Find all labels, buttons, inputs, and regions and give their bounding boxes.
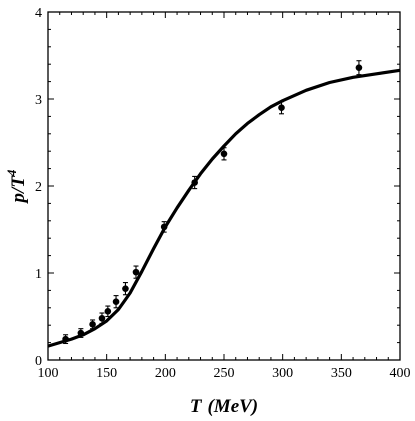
y-tick-label: 3 xyxy=(35,93,42,108)
data-point xyxy=(104,305,112,318)
data-point xyxy=(355,60,363,76)
data-point xyxy=(89,319,96,330)
y-tick-label: 2 xyxy=(35,180,42,195)
data-marker xyxy=(98,314,106,322)
y-tick-label: 4 xyxy=(35,6,42,21)
data-marker xyxy=(77,329,85,337)
data-point xyxy=(132,265,140,279)
y-tick-label: 1 xyxy=(35,267,42,282)
data-marker xyxy=(89,321,96,328)
fit-curve xyxy=(47,68,401,348)
data-marker xyxy=(132,268,140,276)
x-tick-label: 100 xyxy=(38,366,59,381)
plot-frame xyxy=(47,11,401,361)
x-axis-var: T xyxy=(190,396,203,417)
data-marker xyxy=(278,104,285,111)
axis-ticks xyxy=(47,11,401,361)
y-axis-base: p/T xyxy=(8,175,29,205)
data-point xyxy=(160,221,168,233)
data-point xyxy=(122,282,129,296)
data-point xyxy=(220,147,228,161)
data-points xyxy=(62,60,363,345)
x-tick-label: 400 xyxy=(390,366,411,381)
x-axis-label: T (MeV) xyxy=(190,396,258,417)
y-tick-label: 0 xyxy=(35,354,42,369)
data-point xyxy=(98,312,106,325)
x-axis-unit: (MeV) xyxy=(207,396,258,417)
x-tick-labels: 100 150 200 250 300 350 400 xyxy=(38,366,411,381)
y-tick-labels: 0 1 2 3 4 xyxy=(35,6,42,369)
data-marker xyxy=(62,335,69,343)
data-marker xyxy=(160,223,168,231)
data-point xyxy=(62,334,69,345)
data-marker xyxy=(104,307,112,315)
data-point xyxy=(278,101,285,115)
data-point xyxy=(112,295,120,309)
y-axis-exponent: 4 xyxy=(4,169,19,177)
data-marker xyxy=(355,64,363,71)
data-point xyxy=(77,328,85,338)
y-axis-label: p/T4 xyxy=(4,169,29,204)
data-marker xyxy=(220,150,228,158)
x-tick-label: 300 xyxy=(272,366,293,381)
x-tick-label: 150 xyxy=(96,366,117,381)
x-tick-label: 200 xyxy=(155,366,176,381)
data-marker xyxy=(191,179,198,186)
x-tick-label: 250 xyxy=(214,366,235,381)
data-marker xyxy=(122,285,129,292)
data-marker xyxy=(112,298,120,306)
data-point xyxy=(191,175,198,190)
x-tick-label: 350 xyxy=(331,366,352,381)
